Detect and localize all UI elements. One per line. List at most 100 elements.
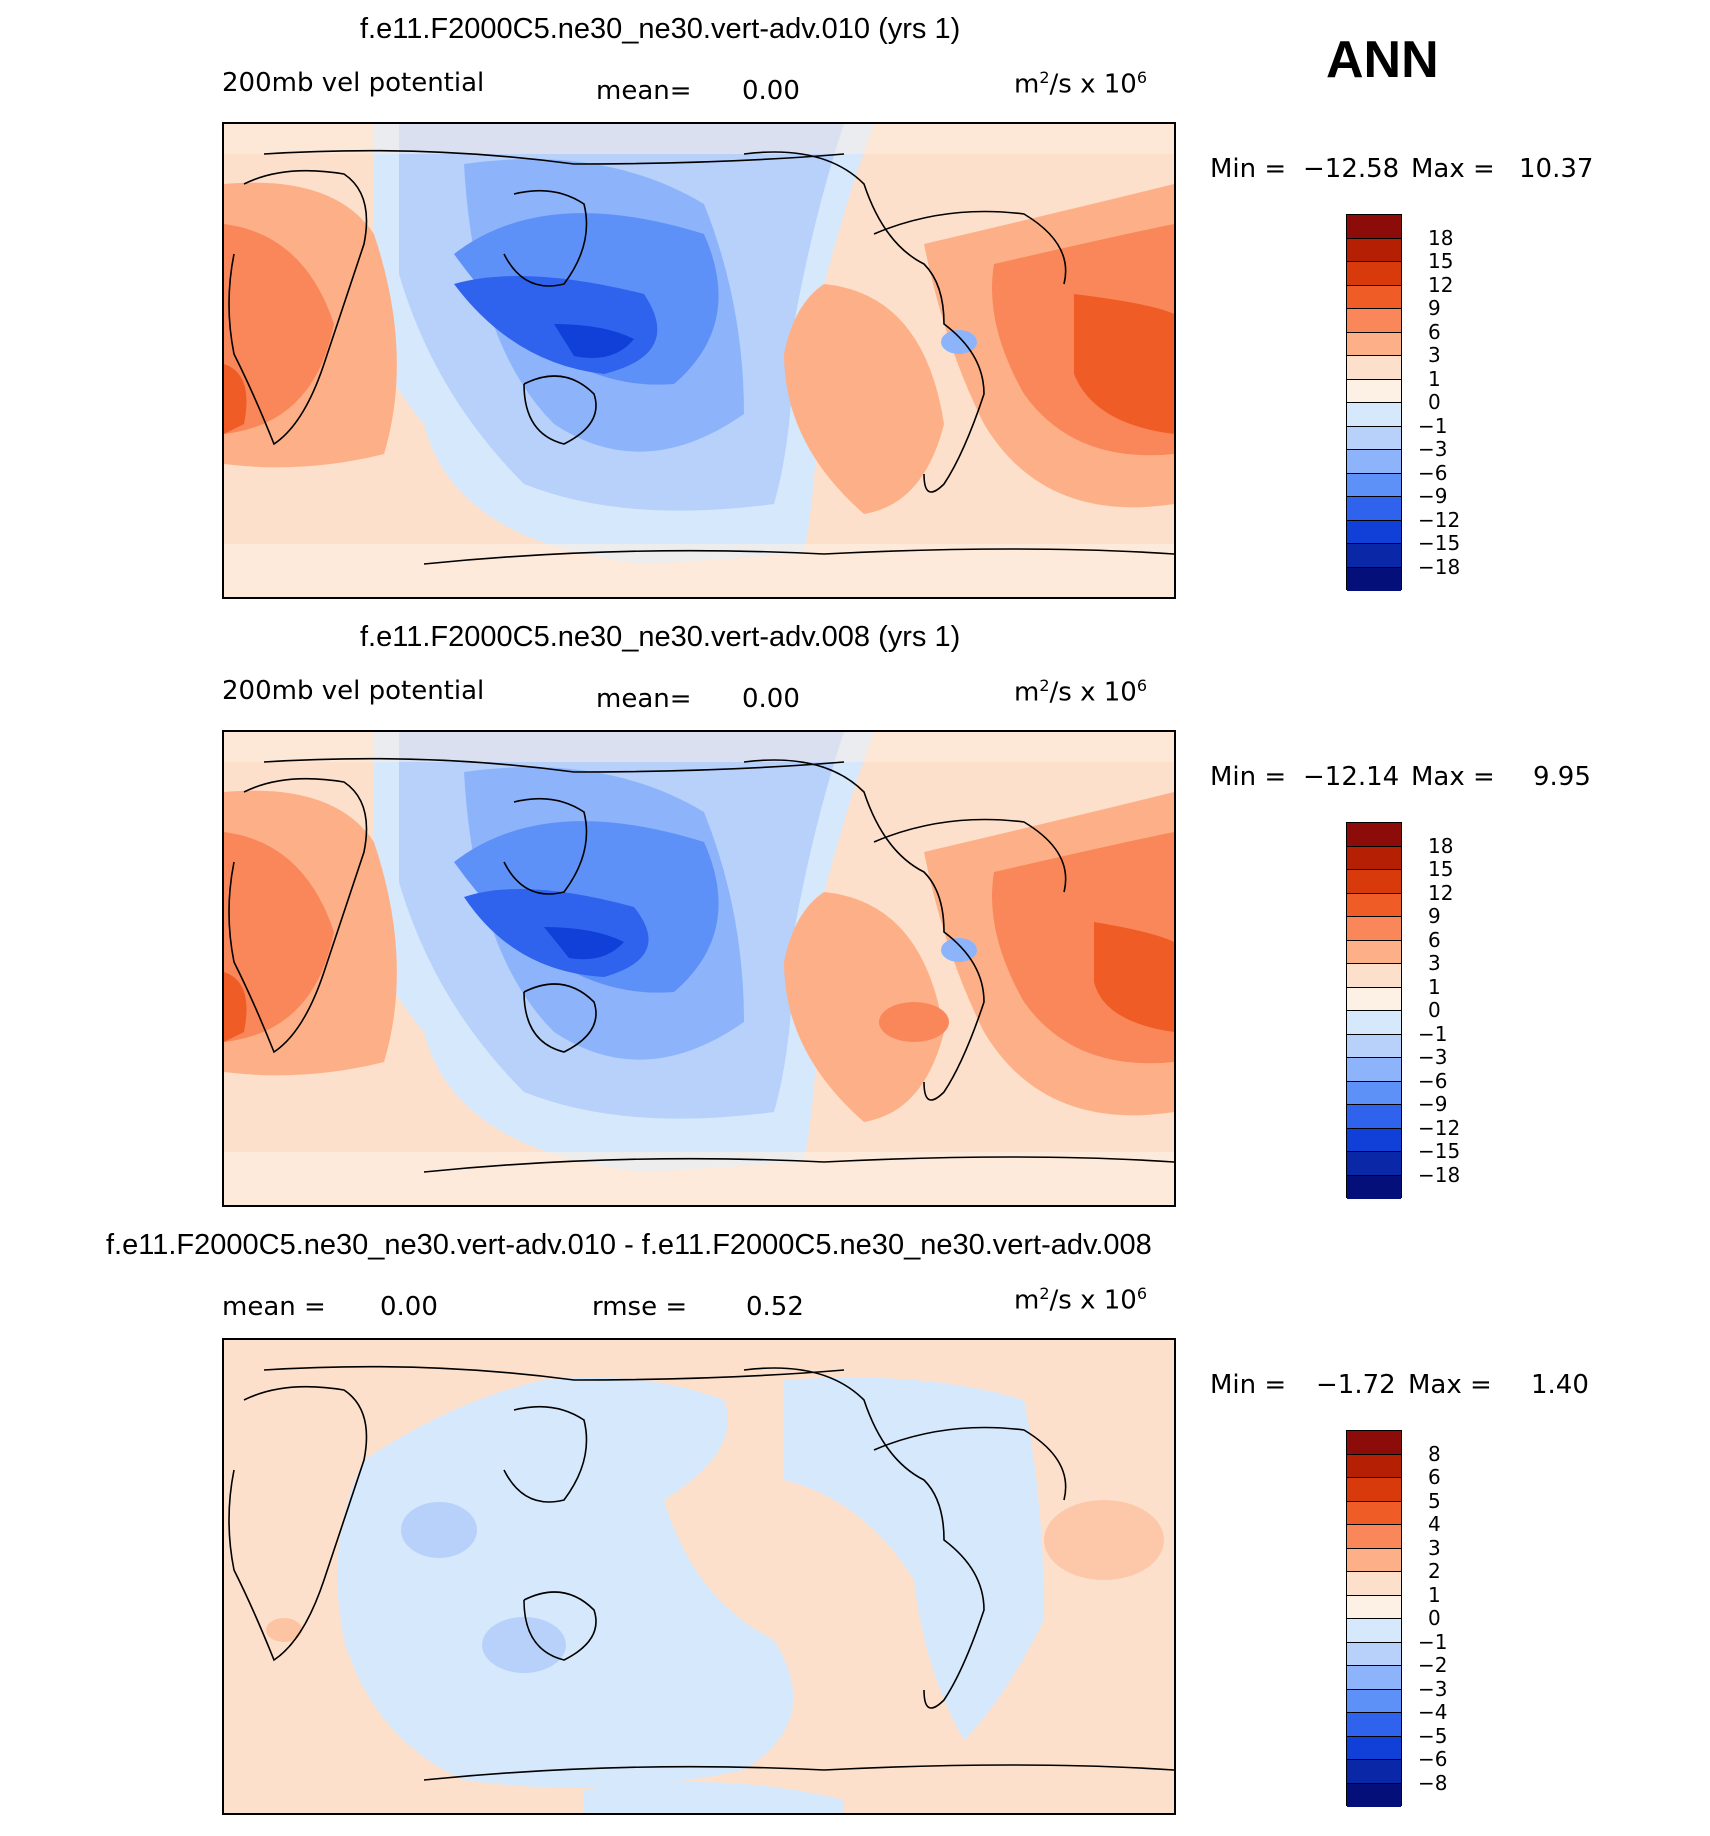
- panel-1-mean-value: 0.00: [742, 76, 800, 106]
- panel-3-map: [222, 1338, 1176, 1815]
- colorbar-level-label: −3: [1418, 437, 1448, 461]
- colorbar-level-label: −1: [1418, 1629, 1448, 1654]
- colorbar-cell: [1347, 893, 1401, 917]
- panel-3-rmse-label: rmse =: [592, 1292, 688, 1322]
- colorbar-cell: [1347, 1689, 1401, 1713]
- colorbar-cell: [1347, 1525, 1401, 1549]
- panel-1-max-label: Max =: [1411, 154, 1495, 184]
- panel-3-rmse-value: 0.52: [746, 1292, 804, 1322]
- panel-2-map: [222, 730, 1176, 1207]
- colorbar-level-label: 2: [1428, 1559, 1441, 1583]
- colorbar-cell: [1347, 332, 1401, 356]
- colorbar-level-label: −3: [1418, 1045, 1448, 1069]
- colorbar-cell: [1347, 215, 1401, 239]
- colorbar-cell: [1347, 870, 1401, 894]
- panel-2-max-value: 9.95: [1533, 762, 1591, 792]
- colorbar-cell: [1347, 1548, 1401, 1572]
- panel-1-units: m2/s x 106: [1014, 68, 1148, 100]
- colorbar-level-label: −4: [1418, 1700, 1448, 1724]
- colorbar-cell: [1347, 1783, 1401, 1807]
- colorbar-cell: [1347, 309, 1401, 333]
- colorbar-level-label: −6: [1418, 1068, 1448, 1093]
- panel-3-min-value: −1.72: [1316, 1370, 1396, 1400]
- colorbar-level-label: 0: [1428, 998, 1441, 1022]
- colorbar-level-label: −18: [1418, 1162, 1461, 1187]
- colorbar-cell: [1347, 1713, 1401, 1737]
- colorbar-level-label: −9: [1418, 1092, 1448, 1116]
- colorbar-level-label: −15: [1418, 531, 1461, 555]
- colorbar-level-label: 1: [1428, 974, 1441, 999]
- colorbar-level-label: −6: [1418, 460, 1448, 485]
- colorbar-cell: [1347, 450, 1401, 474]
- colorbar-cell: [1347, 379, 1401, 403]
- colorbar-level-label: −2: [1418, 1653, 1448, 1677]
- colorbar-cell: [1347, 1058, 1401, 1082]
- colorbar-level-label: 12: [1428, 272, 1454, 297]
- colorbar-cell: [1347, 403, 1401, 427]
- colorbar-cell: [1347, 238, 1401, 262]
- colorbar-cell: [1347, 285, 1401, 309]
- panel-1-variable: 200mb vel potential: [222, 68, 485, 98]
- colorbar-cell: [1347, 567, 1401, 591]
- colorbar-cell: [1347, 1666, 1401, 1690]
- panel-2-max-label: Max =: [1411, 762, 1495, 792]
- colorbar-level-label: 6: [1428, 927, 1441, 952]
- colorbar-level-label: 0: [1428, 1606, 1441, 1630]
- colorbar-cell: [1347, 1128, 1401, 1152]
- colorbar-level-label: 12: [1428, 880, 1454, 905]
- colorbar-cell: [1347, 1595, 1401, 1619]
- colorbar-cell: [1347, 1175, 1401, 1199]
- colorbar-cell: [1347, 1105, 1401, 1129]
- panel-2-mean-label: mean=: [596, 684, 692, 714]
- colorbar-level-label: 3: [1428, 343, 1441, 367]
- colorbar-cell: [1347, 1572, 1401, 1596]
- panel-1-min-value: −12.58: [1303, 154, 1400, 184]
- panel-1-title: f.e11.F2000C5.ne30_ne30.vert-adv.010 (yr…: [360, 13, 961, 45]
- colorbar-cell: [1347, 473, 1401, 497]
- colorbar-level-label: −1: [1418, 413, 1448, 438]
- colorbar-level-label: 6: [1428, 319, 1441, 344]
- colorbar-cell: [1347, 1431, 1401, 1455]
- panel-3-mean-value: 0.00: [380, 1292, 438, 1322]
- colorbar-level-label: 9: [1428, 904, 1441, 928]
- panel-3-title: f.e11.F2000C5.ne30_ne30.vert-adv.010 - f…: [106, 1229, 1152, 1261]
- colorbar-cell: [1347, 987, 1401, 1011]
- colorbar-cell: [1347, 1760, 1401, 1784]
- panel-2-min-value: −12.14: [1303, 762, 1400, 792]
- colorbar-level-label: −3: [1418, 1676, 1448, 1701]
- colorbar-level-label: 15: [1428, 249, 1454, 273]
- colorbar-cell: [1347, 940, 1401, 964]
- colorbar-level-label: −1: [1418, 1021, 1448, 1046]
- colorbar-cell: [1347, 1619, 1401, 1643]
- colorbar-level-label: 3: [1428, 951, 1441, 975]
- colorbar-level-label: 18: [1428, 225, 1454, 250]
- panel-2-variable: 200mb vel potential: [222, 676, 485, 706]
- colorbar-cell: [1347, 1152, 1401, 1176]
- colorbar-cell: [1347, 1081, 1401, 1105]
- colorbar-cell: [1347, 917, 1401, 941]
- colorbar-level-label: 6: [1428, 1465, 1441, 1489]
- colorbar-cell: [1347, 262, 1401, 286]
- colorbar-cell: [1347, 1501, 1401, 1525]
- colorbar-level-label: −9: [1418, 484, 1448, 508]
- panel-1-colorbar: [1346, 214, 1402, 591]
- panel-3-units: m2/s x 106: [1014, 1284, 1148, 1316]
- colorbar-level-label: 3: [1428, 1535, 1441, 1560]
- panel-2-units: m2/s x 106: [1014, 676, 1148, 708]
- colorbar-cell: [1347, 1478, 1401, 1502]
- colorbar-level-label: 0: [1428, 390, 1441, 414]
- colorbar-level-label: −15: [1418, 1139, 1461, 1163]
- panel-2-colorbar: [1346, 822, 1402, 1199]
- colorbar-cell: [1347, 544, 1401, 568]
- colorbar-level-label: 1: [1428, 1582, 1441, 1607]
- colorbar-level-label: 8: [1428, 1441, 1441, 1466]
- colorbar-level-label: 9: [1428, 296, 1441, 320]
- colorbar-cell: [1347, 1642, 1401, 1666]
- colorbar-level-label: 4: [1428, 1512, 1441, 1536]
- colorbar-cell: [1347, 1034, 1401, 1058]
- colorbar-cell: [1347, 426, 1401, 450]
- panel-3-mean-label: mean =: [222, 1292, 326, 1322]
- colorbar-cell: [1347, 846, 1401, 870]
- colorbar-level-label: −12: [1418, 1115, 1461, 1140]
- colorbar-level-label: 18: [1428, 833, 1454, 858]
